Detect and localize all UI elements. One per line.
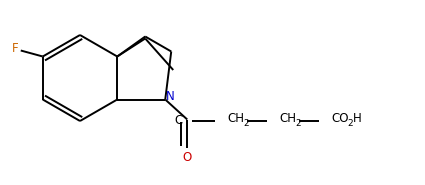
Text: CO: CO xyxy=(331,112,349,125)
Text: H: H xyxy=(353,112,362,125)
Text: 2: 2 xyxy=(243,119,249,128)
Text: O: O xyxy=(183,151,192,164)
Text: N: N xyxy=(166,90,175,103)
Text: F: F xyxy=(11,42,18,55)
Text: CH: CH xyxy=(227,112,244,125)
Text: C: C xyxy=(174,114,182,127)
Text: 2: 2 xyxy=(295,119,301,128)
Text: 2: 2 xyxy=(347,119,353,128)
Text: CH: CH xyxy=(279,112,296,125)
